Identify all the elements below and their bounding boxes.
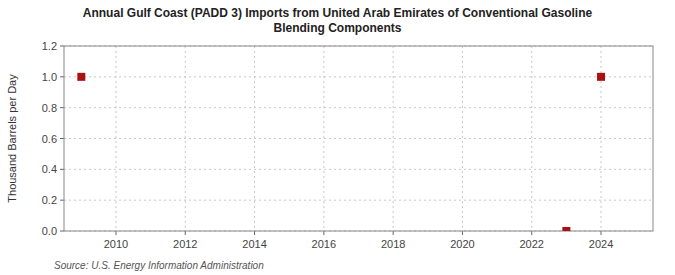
x-tick-label: 2012 — [173, 238, 197, 250]
y-tick-label: 0.8 — [42, 102, 57, 114]
y-tick — [60, 107, 64, 108]
x-tick — [254, 231, 255, 235]
y-tick — [60, 46, 64, 47]
y-tick-label: 0.2 — [42, 194, 57, 206]
x-grid-line — [323, 46, 324, 231]
x-grid-line — [393, 46, 394, 231]
data-point — [597, 73, 605, 81]
x-tick-label: 2022 — [519, 238, 543, 250]
source-note: Source: U.S. Energy Information Administ… — [54, 260, 264, 271]
data-point — [562, 227, 570, 231]
y-tick-label: 0.0 — [42, 225, 57, 237]
x-tick — [185, 231, 186, 235]
x-tick-label: 2010 — [104, 238, 128, 250]
x-grid-line — [462, 46, 463, 231]
x-tick-label: 2024 — [589, 238, 613, 250]
x-grid-line — [115, 46, 116, 231]
data-points — [77, 73, 605, 231]
x-tick-label: 2016 — [312, 238, 336, 250]
plot-frame — [64, 46, 653, 231]
x-grid-line — [254, 46, 255, 231]
title-line: Annual Gulf Coast (PADD 3) Imports from … — [83, 6, 593, 20]
x-tick-label: 2018 — [381, 238, 405, 250]
y-tick-label: 0.6 — [42, 133, 57, 145]
x-tick — [115, 231, 116, 235]
y-grid-line — [64, 107, 653, 108]
y-grid-line — [64, 138, 653, 139]
x-tick-label: 2014 — [242, 238, 266, 250]
y-tick — [60, 138, 64, 139]
grid — [64, 46, 653, 231]
y-tick-label: 0.4 — [42, 163, 57, 175]
title-line: Blending Components — [274, 21, 402, 35]
chart-container: Annual Gulf Coast (PADD 3) Imports from … — [0, 0, 675, 275]
y-tick-label: 1.0 — [42, 71, 57, 83]
y-grid-line — [64, 76, 653, 77]
y-axis-label: Thousand Barrels per Day — [6, 74, 18, 203]
axes: 0.0 0.2 0.4 0.6 0.8 1.0 1.2 2010 2012 2014 2016 201… — [42, 40, 653, 250]
y-tick — [60, 200, 64, 201]
background — [0, 0, 675, 275]
y-tick — [60, 76, 64, 77]
y-tick-label: 1.2 — [42, 40, 57, 52]
y-grid-line — [64, 200, 653, 201]
x-tick — [323, 231, 324, 235]
x-grid-line — [531, 46, 532, 231]
x-tick — [531, 231, 532, 235]
y-tick — [60, 231, 64, 232]
data-point — [77, 73, 85, 81]
y-grid-line — [64, 169, 653, 170]
title: Annual Gulf Coast (PADD 3) Imports from … — [83, 6, 593, 35]
x-tick-label: 2020 — [450, 238, 474, 250]
chart-svg: Annual Gulf Coast (PADD 3) Imports from … — [0, 0, 675, 275]
y-tick — [60, 169, 64, 170]
x-tick — [462, 231, 463, 235]
x-grid-line — [185, 46, 186, 231]
x-tick — [601, 231, 602, 235]
x-tick — [393, 231, 394, 235]
